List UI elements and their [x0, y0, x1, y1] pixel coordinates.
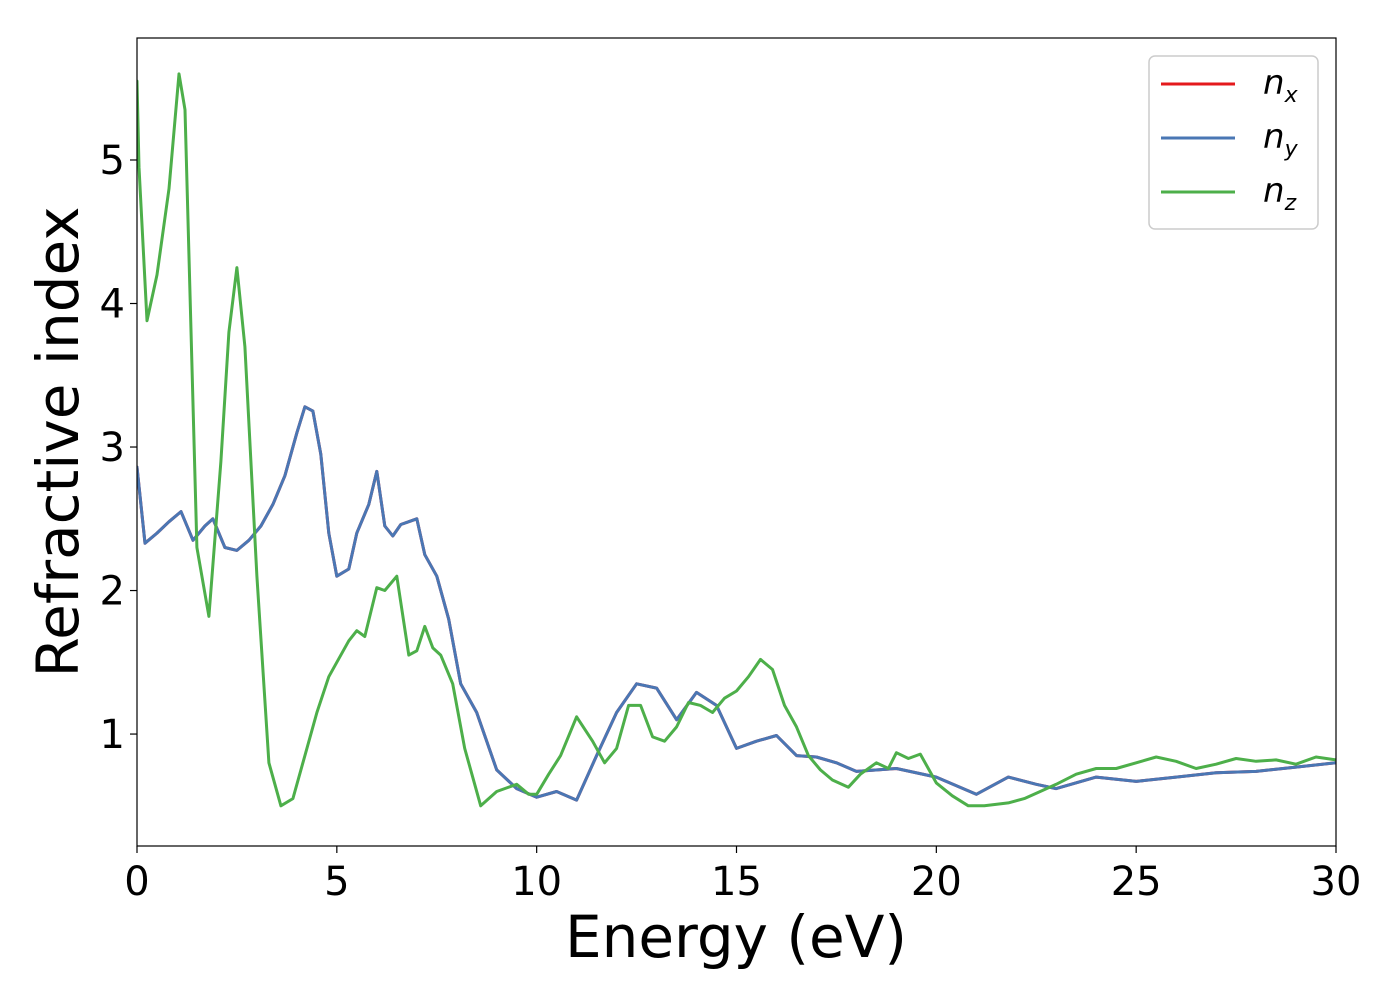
y-tick-label: 4 [100, 282, 125, 328]
y-tick-label: 2 [100, 569, 125, 615]
legend-label-main: n [1263, 63, 1285, 103]
series-line-n-y [137, 405, 1336, 802]
plot-area [137, 38, 1336, 846]
x-tick-label: 30 [1311, 859, 1362, 905]
legend-label-subscript: y [1284, 137, 1299, 162]
y-axis: 1 2 3 4 5 [100, 138, 137, 758]
legend-frame [1148, 55, 1319, 230]
series-line-n-z [137, 72, 1336, 808]
x-axis: 0 5 10 15 20 25 30 [124, 846, 1361, 905]
legend-label-main: n [1263, 117, 1285, 157]
legend-label-y: ny [1263, 117, 1299, 162]
y-tick-label: 3 [100, 425, 125, 471]
x-tick-label: 20 [911, 859, 962, 905]
y-tick-label: 1 [100, 712, 125, 758]
legend-label-x: nx [1263, 63, 1299, 108]
legend-label-subscript: z [1284, 191, 1297, 216]
x-axis-label: Energy (eV) [565, 903, 907, 971]
y-tick-label: 5 [100, 138, 125, 184]
legend-label-main: n [1263, 171, 1285, 211]
series-layer [137, 72, 1336, 808]
x-tick-label: 5 [324, 859, 349, 905]
x-tick-label: 0 [124, 859, 149, 905]
legend-label-z: nz [1263, 171, 1297, 216]
y-axis-label: Refractive index [24, 206, 92, 677]
x-tick-label: 25 [1111, 859, 1162, 905]
x-tick-label: 15 [711, 859, 762, 905]
legend-label-subscript: x [1284, 83, 1299, 108]
x-tick-label: 10 [511, 859, 562, 905]
